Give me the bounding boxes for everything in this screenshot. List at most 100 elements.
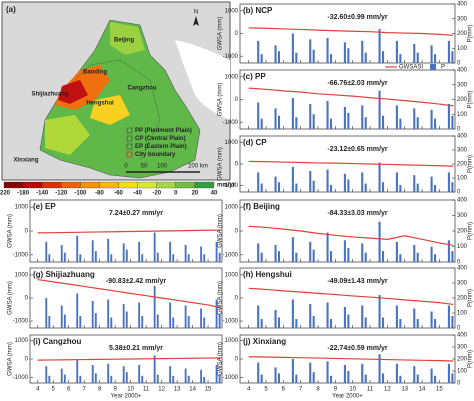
precip-bar bbox=[295, 183, 298, 192]
x-tick-label: 5 bbox=[52, 387, 56, 393]
precip-bar bbox=[382, 51, 385, 63]
precip-bar bbox=[60, 244, 63, 262]
trend-annotation: -32.60±0.99 mm/yr bbox=[327, 14, 388, 21]
precip-bar bbox=[413, 366, 416, 383]
precip-bar bbox=[378, 162, 381, 192]
panel-title: (c) PP bbox=[243, 72, 266, 81]
precip-bar bbox=[416, 319, 419, 328]
precip-bar bbox=[395, 241, 398, 262]
x-tick-label: 9 bbox=[334, 387, 338, 393]
precip-bar bbox=[277, 251, 281, 262]
x-tick-label: 12 bbox=[384, 387, 391, 393]
map-legend-label: PP (Piedmont Plain) bbox=[135, 128, 192, 134]
precip-bar bbox=[141, 316, 144, 328]
precip-bar bbox=[172, 254, 175, 262]
y2-tick-label: 0 bbox=[457, 260, 461, 266]
precip-bar bbox=[430, 109, 433, 129]
region-north bbox=[110, 22, 145, 55]
y2-tick-label: 200 bbox=[457, 357, 468, 363]
precip-bar bbox=[361, 40, 364, 63]
region-south bbox=[45, 115, 90, 155]
precip-bar bbox=[378, 90, 381, 129]
y-tick-label: 1000 bbox=[225, 338, 239, 344]
y2-tick-label: 300 bbox=[457, 345, 468, 351]
x-tick-label: 15 bbox=[205, 387, 212, 393]
precip-bar bbox=[257, 305, 260, 328]
x-tick-label: 10 bbox=[127, 387, 134, 393]
precip-bar bbox=[329, 118, 333, 129]
colorbar-swatch bbox=[137, 181, 157, 189]
x-tick-label: 7 bbox=[299, 387, 303, 393]
panel-title: (j) Xinxiang bbox=[243, 337, 286, 346]
precip-bar bbox=[447, 305, 450, 328]
precip-bar bbox=[309, 362, 312, 383]
precip-bar bbox=[257, 243, 260, 262]
colorbar-swatch bbox=[80, 181, 100, 189]
colorbar-tick-label: -80 bbox=[95, 191, 104, 197]
y-tick-label: -1000 bbox=[13, 252, 29, 258]
precip-bar bbox=[416, 252, 419, 262]
panel-title: (d) CP bbox=[243, 138, 267, 147]
colorbar-tick-label: -20 bbox=[152, 191, 161, 197]
precip-bar bbox=[274, 45, 277, 63]
precip-bar bbox=[274, 310, 277, 328]
precip-bar bbox=[63, 314, 66, 328]
precip-bar bbox=[329, 54, 333, 63]
precip-bar bbox=[76, 360, 79, 383]
x-tick-label: 14 bbox=[419, 387, 426, 393]
colorbar-tick-label: 40 bbox=[211, 191, 218, 197]
precip-bar bbox=[141, 375, 144, 383]
precip-bar bbox=[94, 251, 97, 262]
precip-bar bbox=[416, 183, 419, 192]
colorbar-tick-label: 0 bbox=[174, 191, 178, 197]
precip-bar bbox=[187, 375, 190, 383]
precip-bar bbox=[215, 365, 218, 383]
colorbar-swatch bbox=[194, 181, 215, 189]
precip-bar bbox=[200, 246, 203, 262]
x-tick-label: 5 bbox=[264, 387, 268, 393]
precip-bar bbox=[153, 286, 156, 328]
precip-bar bbox=[361, 105, 364, 129]
y-tick-label: -1000 bbox=[223, 319, 239, 325]
y-tick-label: 0 bbox=[235, 229, 239, 235]
trend-annotation: -90.83±2.42 mm/yr bbox=[106, 278, 167, 285]
precip-bar bbox=[79, 316, 82, 328]
precip-bar bbox=[187, 254, 190, 262]
y-tick-label: -1000 bbox=[13, 375, 29, 381]
precip-bar bbox=[153, 355, 156, 383]
precip-bar bbox=[312, 372, 315, 383]
precip-bar bbox=[94, 313, 97, 328]
y-tick-label: 1000 bbox=[225, 205, 239, 211]
precip-bar bbox=[361, 172, 364, 192]
y-tick-label: 0 bbox=[235, 97, 239, 103]
trend-annotation: -66.76±2.03 mm/yr bbox=[327, 80, 388, 87]
y-tick-label: 1000 bbox=[15, 205, 29, 211]
trend-annotation: 5.38±0.21 mm/yr bbox=[109, 345, 163, 352]
precip-bar bbox=[434, 185, 437, 192]
precip-bar bbox=[200, 369, 203, 383]
precip-bar bbox=[326, 100, 329, 129]
precip-bar bbox=[138, 302, 141, 328]
map-panel: (a) N bbox=[1, 1, 231, 181]
y-tick-label: 0 bbox=[25, 229, 29, 235]
precip-bar bbox=[295, 374, 298, 383]
precip-bar bbox=[451, 51, 454, 63]
panel-title: (b) NCP bbox=[243, 6, 273, 15]
precip-bar bbox=[434, 54, 437, 63]
colorbar-tick-label: -120 bbox=[55, 191, 68, 197]
gwsa-line bbox=[248, 160, 454, 167]
precip-bar bbox=[107, 238, 110, 262]
y-tick-label: 0 bbox=[235, 357, 239, 363]
precip-bar bbox=[107, 363, 110, 383]
gwsa-line bbox=[248, 356, 454, 362]
x-tick-label: 7 bbox=[83, 387, 87, 393]
trend-annotation: -23.12±0.65 mm/yr bbox=[327, 146, 388, 153]
precip-bar bbox=[277, 115, 281, 129]
colorbar-swatch bbox=[3, 181, 24, 189]
precip-bar bbox=[295, 117, 298, 129]
precip-bar bbox=[274, 367, 277, 383]
trend-annotation: -49.09±1.43 mm/yr bbox=[327, 278, 388, 285]
precip-bar bbox=[257, 102, 260, 129]
precip-bar bbox=[364, 252, 367, 262]
